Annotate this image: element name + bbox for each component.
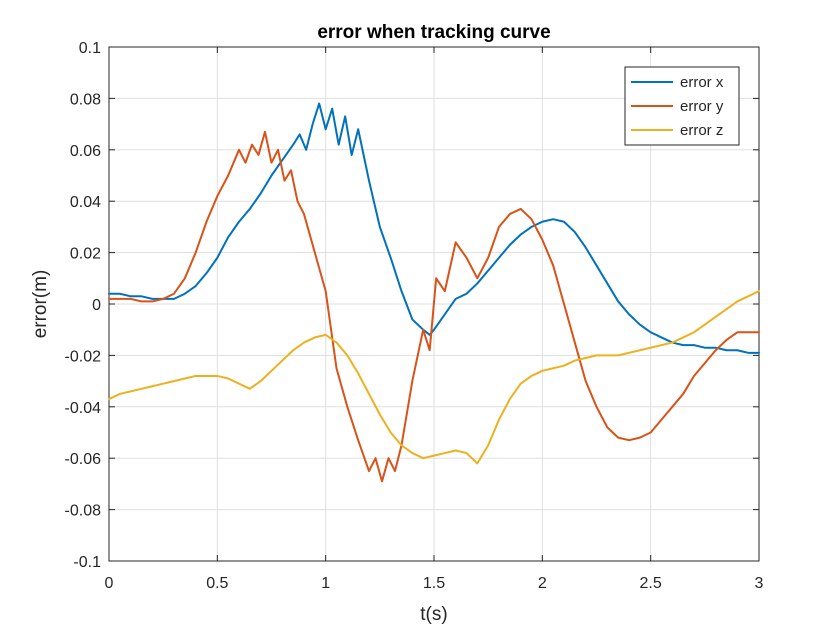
x-tick-label: 2.5 (640, 575, 662, 592)
legend-label: error z (680, 122, 723, 139)
legend-label: error x (680, 74, 724, 91)
series-lines (108, 102, 760, 483)
chart-title: error when tracking curve (317, 22, 550, 43)
y-tick-label: 0.02 (70, 246, 101, 263)
x-tick-label: 3 (755, 575, 764, 592)
y-tick-label: 0 (92, 297, 101, 314)
y-tick-label: 0.08 (70, 91, 101, 108)
y-tick-label: -0.04 (65, 400, 102, 417)
series-line-error-x (108, 102, 760, 354)
y-tick-label: -0.06 (65, 451, 102, 468)
y-tick-label: 0.1 (79, 40, 101, 57)
y-tick-label: -0.02 (65, 348, 102, 365)
y-tick-label: -0.1 (73, 554, 101, 571)
legend-label: error y (680, 98, 724, 115)
y-tick-label: -0.08 (65, 503, 102, 520)
x-tick-label: 0.5 (206, 575, 228, 592)
legend: error x error y error z (624, 66, 740, 146)
series-line-error-y (108, 130, 760, 483)
x-tick-label: 1 (321, 575, 330, 592)
series-line-error-z (108, 290, 760, 465)
x-axis-label: t(s) (420, 604, 447, 625)
y-axis-label: error(m) (30, 270, 51, 339)
x-tick-label: 1.5 (423, 575, 445, 592)
axis-ticks: 0 0.5 1 1.5 2 2.5 3 -0.1 -0.08 -0.06 -0.04 -0.02 0 0.… (65, 40, 764, 592)
x-tick-label: 0 (105, 575, 114, 592)
x-tick-label: 2 (538, 575, 547, 592)
y-tick-label: 0.04 (70, 194, 101, 211)
y-tick-label: 0.06 (70, 143, 101, 160)
